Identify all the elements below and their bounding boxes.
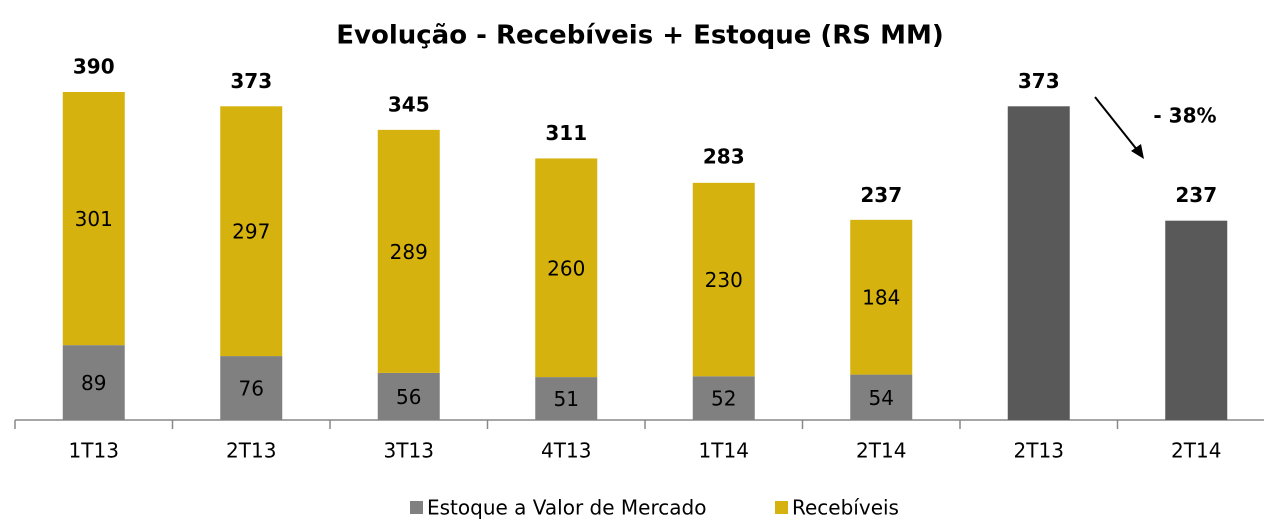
- segment-label: 230: [705, 268, 743, 292]
- arrow: [1094, 96, 1139, 152]
- segment-label: 260: [547, 256, 585, 280]
- bar-segment: [377, 129, 440, 373]
- segment-label: 52: [711, 387, 736, 411]
- total-bar: [1007, 106, 1070, 421]
- annotation: - 38%: [1153, 104, 1216, 128]
- legend-swatch: [410, 501, 423, 514]
- bar-segment: [62, 92, 125, 346]
- bar-segment: [850, 219, 913, 375]
- segment-label: 51: [554, 387, 579, 411]
- bar-segment: [220, 356, 283, 420]
- legend-label: Estoque a Valor de Mercado: [427, 496, 706, 520]
- total-label: 283: [703, 144, 745, 168]
- x-tick-label: 2T14: [856, 439, 906, 463]
- x-tick-label: 4T13: [541, 439, 591, 463]
- total-label: 237: [1175, 183, 1217, 207]
- total-label: 390: [73, 55, 115, 79]
- x-tick-label: 2T14: [1171, 439, 1221, 463]
- segment-label: 297: [232, 220, 270, 244]
- total-label: 311: [545, 121, 587, 145]
- bar-segment: [535, 158, 598, 378]
- bar-segment: [692, 376, 755, 420]
- bar-segment: [692, 182, 755, 377]
- segment-label: 289: [390, 240, 428, 264]
- total-bar: [1165, 220, 1228, 420]
- bar-segment: [377, 372, 440, 420]
- total-label: 345: [388, 92, 430, 116]
- bar-segment: [220, 106, 283, 357]
- segment-label: 184: [862, 286, 900, 310]
- total-label: 373: [230, 69, 272, 93]
- segment-label: 56: [396, 385, 421, 409]
- legend-label: Recebíveis: [792, 496, 899, 520]
- chart-title: Evolução - Recebíveis + Estoque (RS MM): [336, 21, 943, 51]
- x-tick-label: 2T13: [226, 439, 276, 463]
- total-label: 373: [1018, 69, 1060, 93]
- bar-segment: [535, 377, 598, 420]
- bar-segment: [850, 374, 913, 420]
- x-tick-label: 1T14: [699, 439, 749, 463]
- bar-segment: [62, 345, 125, 420]
- total-label: 237: [860, 183, 902, 207]
- segment-label: 301: [75, 207, 113, 231]
- x-tick-label: 2T13: [1014, 439, 1064, 463]
- segment-label: 76: [239, 377, 264, 401]
- segment-label: 89: [81, 371, 106, 395]
- x-tick-label: 3T13: [384, 439, 434, 463]
- legend-swatch: [775, 501, 788, 514]
- x-tick-label: 1T13: [69, 439, 119, 463]
- segment-label: 54: [869, 386, 894, 410]
- arrow-head: [1131, 144, 1144, 159]
